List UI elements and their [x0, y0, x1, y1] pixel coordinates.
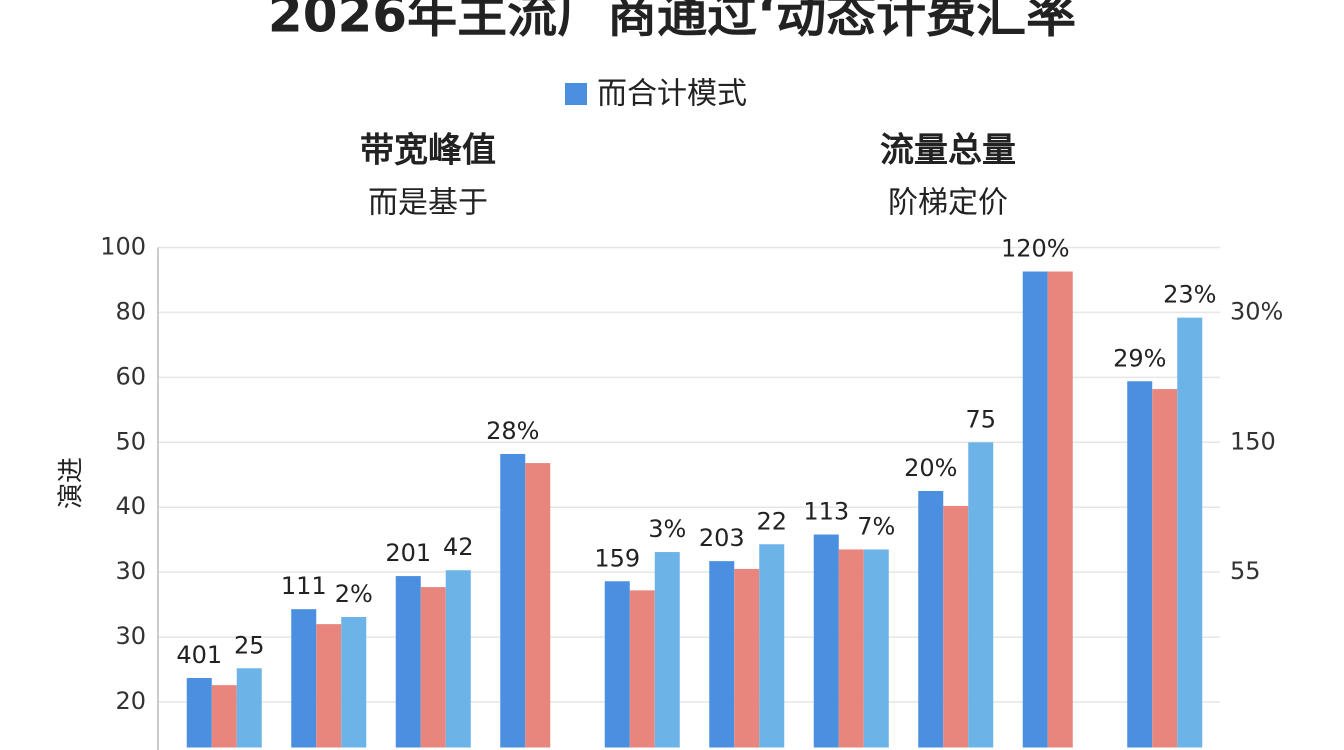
data-label: 3%: [648, 515, 686, 543]
bar: [629, 590, 655, 748]
bar: [1152, 389, 1178, 748]
y-tick-label: 40: [115, 492, 146, 520]
bar: [1177, 317, 1203, 748]
data-label: 113: [803, 498, 849, 526]
y-tick-label: 30: [115, 557, 146, 585]
bar: [943, 505, 969, 748]
bar: [604, 581, 630, 748]
legend-label: 而合计模式: [597, 77, 747, 112]
y2-tick-label: 150: [1230, 427, 1276, 455]
legend-swatch: [565, 83, 587, 105]
data-label: 29%: [1113, 344, 1166, 372]
y-tick-label: 20: [115, 687, 146, 715]
bar: [759, 544, 785, 748]
data-label: 23%: [1163, 281, 1216, 309]
data-label: 401: [176, 641, 222, 669]
group-subtitle: 阶梯定价: [888, 186, 1008, 221]
y-tick-label: 60: [115, 362, 146, 390]
group-subtitle: 而是基于: [368, 186, 488, 221]
bar: [316, 624, 342, 748]
data-label: 203: [699, 524, 745, 552]
bar: [500, 453, 526, 748]
data-label: 25: [234, 631, 265, 659]
y-tick-label: 80: [115, 297, 146, 325]
bar: [1127, 381, 1153, 748]
data-label: 2%: [335, 580, 373, 608]
bar: [918, 491, 944, 748]
bar: [813, 534, 839, 748]
y2-tick-label: 30%: [1230, 297, 1283, 325]
data-label: 20%: [904, 454, 957, 482]
bar: [211, 685, 237, 748]
y-axis-label: 演进: [57, 457, 87, 509]
bar: [1047, 271, 1073, 748]
y-tick-label: 50: [115, 427, 146, 455]
data-label: 120%: [1001, 235, 1070, 263]
group-title: 流量总量: [880, 131, 1016, 171]
bar: [445, 570, 471, 748]
data-label: 111: [281, 572, 327, 600]
group-title: 带宽峰值: [360, 131, 496, 171]
bar: [341, 616, 367, 748]
data-label: 201: [385, 539, 431, 567]
data-label: 28%: [486, 417, 539, 445]
y-tick-label: 30: [115, 622, 146, 650]
y2-tick-label: 55: [1230, 557, 1261, 585]
bar: [395, 576, 421, 748]
bar: [863, 549, 889, 748]
data-label: 7%: [857, 512, 895, 540]
bar: [968, 442, 994, 748]
bar: [525, 463, 551, 748]
data-label: 42: [443, 533, 474, 561]
bar: [734, 568, 760, 748]
bar: [838, 549, 864, 748]
bar: [1022, 271, 1048, 748]
chart-title: 2026年主流厂商通过‘动态计费汇率: [268, 0, 1076, 44]
bar: [291, 609, 317, 748]
data-label: 159: [594, 544, 640, 572]
bar: [709, 561, 735, 748]
y-tick-label: 100: [100, 233, 146, 261]
data-label: 75: [965, 405, 996, 433]
bar: [186, 678, 212, 748]
data-label: 22: [756, 507, 787, 535]
bar: [420, 587, 446, 748]
bar: [236, 668, 262, 748]
bar: [654, 552, 680, 748]
